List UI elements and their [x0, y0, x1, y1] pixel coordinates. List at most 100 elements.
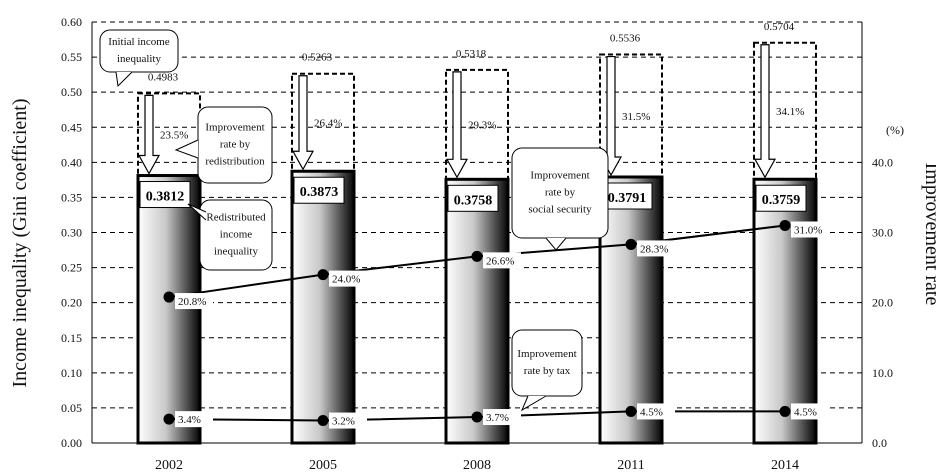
y-tick-label: 0.60 [61, 15, 82, 29]
social-security-rate-label-bg [637, 240, 675, 257]
social-security-callout-text: Improvement [530, 170, 589, 182]
social-security-rate-point [163, 291, 175, 303]
social-security-rate-label-bg [483, 252, 521, 269]
initial-value-label: 0.5263 [302, 52, 333, 64]
initial-income-callout-text: Initial income [108, 36, 170, 48]
redistributed-value-box [755, 184, 807, 212]
redistribution-callout-tail [174, 139, 199, 159]
x-tick-label: 2008 [463, 458, 491, 473]
redistributed-value-label: 0.3758 [454, 193, 493, 208]
y-tick-label: 0.00 [61, 436, 82, 450]
tax-callout-text: Improvement [517, 348, 576, 360]
initial-income-callout-text: inequality [117, 53, 161, 65]
callouts: Initial income inequality Improvement rate … [99, 29, 609, 412]
redistributed-callout-text: Redistributed [206, 212, 266, 224]
redistributed-value-label: 0.3812 [146, 190, 185, 205]
y2-axis-title: Improvement rate [921, 163, 936, 306]
tax-callout-box [511, 329, 583, 397]
social-security-rate-label: 26.6% [486, 255, 514, 267]
tax-rate-label-bg [637, 403, 675, 420]
y-tick-label: 0.50 [61, 85, 82, 99]
redistributed-value-box [601, 182, 653, 210]
tax-rate-label: 3.4% [178, 414, 201, 426]
social-security-rate-label: 20.8% [178, 296, 206, 308]
redistributed-value-label: 0.3759 [762, 193, 801, 208]
initial-income-callout-box [99, 29, 179, 73]
tax-callout: Improvement rate by tax [511, 329, 583, 412]
social-security-callout-text: rate by [545, 187, 576, 199]
y2-tick-label: 40.0 [872, 155, 893, 169]
y-tick-label: 0.35 [61, 190, 82, 204]
x-tick-label: 2002 [155, 458, 183, 473]
y-tick-label: 0.40 [61, 155, 82, 169]
initial-income-callout: Initial income inequality [99, 29, 179, 88]
redistributed-value-box [447, 184, 499, 212]
redistribution-callout-text: redistribution [205, 156, 265, 168]
redistributed-value-label: 0.3873 [300, 185, 339, 200]
y2-tick-label: 30.0 [872, 226, 893, 240]
x-tick-label: 2011 [617, 458, 644, 473]
y2-tick-label: 10.0 [872, 366, 893, 380]
initial-value-label: 0.5704 [764, 21, 795, 33]
redistribution-rate-label: 26.4% [314, 117, 342, 129]
tax-callout-text: rate by tax [524, 365, 571, 377]
y2-tick-label: 20.0 [872, 296, 893, 310]
redistribution-rate-label: 31.5% [622, 111, 650, 123]
social-security-rate-label-bg [791, 221, 829, 238]
social-security-rate-point [317, 269, 329, 281]
social-security-rate-point [779, 219, 791, 231]
redistributed-callout-tail [187, 203, 207, 221]
axes: Income inequality (Gini coefficient) Imp… [9, 15, 936, 473]
redistribution-callout: Improvement rate by redistribution [174, 106, 273, 184]
y-tick-label: 0.45 [61, 120, 82, 134]
social-security-rate-label-bg [329, 270, 367, 287]
initial-value-label: 0.4983 [148, 71, 179, 83]
y-tick-label: 0.15 [61, 331, 82, 345]
social-security-callout-tail [545, 237, 567, 251]
y-tick-label: 0.10 [61, 366, 82, 380]
y2-tick-label: 0.0 [872, 436, 887, 450]
redistribution-rate-label: 23.5% [160, 129, 188, 141]
tax-rate-point [779, 405, 791, 417]
redistributed-bar [136, 174, 202, 445]
social-security-rate-point [625, 238, 637, 250]
social-security-rate-label: 31.0% [794, 224, 822, 236]
tax-rate-point [317, 415, 329, 427]
initial-value-label: 0.5318 [456, 48, 487, 60]
initial-income-box [753, 41, 817, 181]
improvement-arrow [137, 94, 161, 175]
social-security-callout: Improvement rate by social security [511, 147, 609, 251]
redistributed-callout-box [199, 199, 273, 271]
rate-lines: 20.8% 24.0% 26.6% 28.3% 31.0% 3.4% 3.2% 3.7% 4.5… [163, 219, 829, 429]
social-security-callout-text: social security [528, 204, 592, 216]
y-tick-label: 0.55 [61, 50, 82, 64]
tax-rate-label: 3.2% [332, 416, 355, 428]
redistribution-rate-label: 34.1% [776, 106, 804, 118]
y-tick-label: 0.30 [61, 226, 82, 240]
tax-rate-label-bg [791, 403, 829, 420]
redistributed-callout-text: inequality [214, 246, 258, 258]
initial-income-box [445, 68, 509, 181]
tax-rate-label: 4.5% [794, 406, 817, 418]
social-security-rate-label-bg [175, 293, 213, 310]
y-tick-label: 0.20 [61, 296, 82, 310]
initial-income-callout-tail [115, 71, 133, 88]
x-tick-label: 2014 [771, 458, 799, 473]
initial-income-box [599, 53, 663, 178]
improvement-arrow [445, 71, 469, 179]
tax-rate-label-bg [175, 411, 213, 428]
y-axis-title: Income inequality (Gini coefficient) [9, 99, 31, 388]
y-tick-label: 0.25 [61, 261, 82, 275]
tax-rate-label-bg [329, 412, 367, 429]
x-tick-label: 2005 [309, 458, 337, 473]
social-security-rate-label: 28.3% [640, 243, 668, 255]
redistribution-rate-label: 29.3% [468, 120, 496, 132]
redistributed-value-box [139, 181, 191, 209]
social-security-rate-point [471, 250, 483, 262]
redistribution-callout-text: Improvement [205, 122, 264, 134]
tax-rate-label-bg [483, 409, 521, 426]
tax-rate-point [471, 411, 483, 423]
redistributed-callout-text: income [220, 229, 252, 241]
tax-rate-point [163, 413, 175, 425]
